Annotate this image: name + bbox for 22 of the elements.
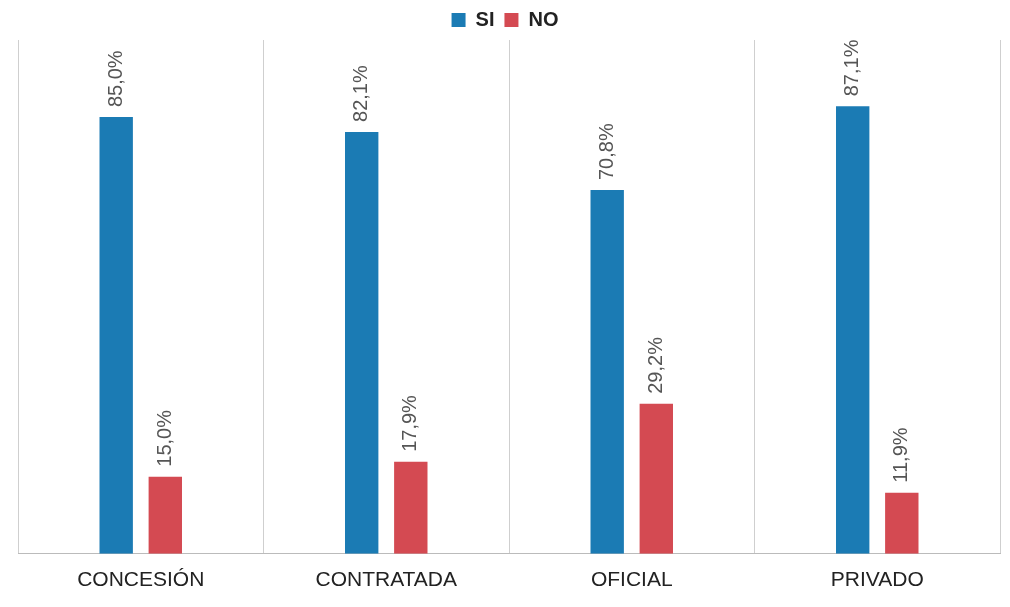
bar	[885, 492, 919, 554]
bar	[590, 190, 624, 554]
bar	[99, 117, 133, 554]
x-tick-label: CONCESIÓN	[77, 567, 205, 591]
legend-label: SI	[475, 7, 495, 30]
data-label: 29,2%	[643, 336, 666, 394]
data-label: 15,0%	[152, 409, 175, 467]
bar	[639, 403, 673, 554]
data-label: 82,1%	[349, 65, 372, 122]
data-label: 87,1%	[840, 39, 863, 97]
x-tick-label: CONTRATADA	[315, 567, 458, 591]
bar	[345, 131, 379, 554]
bar	[394, 461, 428, 554]
legend-label: NO	[528, 7, 559, 30]
x-tick-label: PRIVADO	[830, 567, 924, 591]
data-label: 85,0%	[103, 50, 126, 108]
data-label: 70,8%	[594, 123, 617, 181]
bar	[148, 476, 182, 554]
x-tick-label: OFICIAL	[590, 567, 673, 591]
data-label: 17,9%	[398, 394, 421, 452]
bar	[836, 106, 870, 554]
data-label: 11,9%	[889, 427, 912, 483]
